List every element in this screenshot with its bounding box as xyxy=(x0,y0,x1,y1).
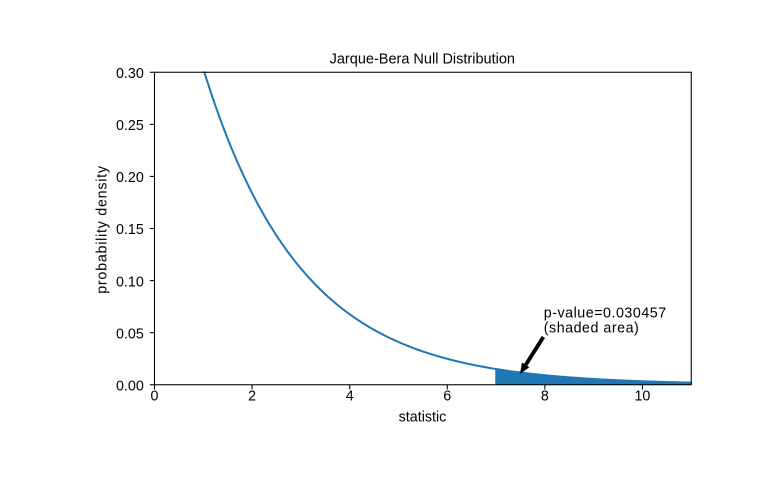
svg-text:p-value=0.030457: p-value=0.030457 xyxy=(544,305,667,321)
svg-text:0.15: 0.15 xyxy=(116,222,144,238)
svg-text:10: 10 xyxy=(634,388,650,404)
svg-text:0.10: 0.10 xyxy=(116,274,144,290)
svg-text:probability density: probability density xyxy=(94,165,110,294)
svg-text:6: 6 xyxy=(443,388,451,404)
svg-text:(shaded area): (shaded area) xyxy=(544,320,640,336)
svg-text:8: 8 xyxy=(541,388,549,404)
svg-text:0.20: 0.20 xyxy=(116,170,144,186)
svg-text:statistic: statistic xyxy=(399,410,447,426)
svg-text:0.05: 0.05 xyxy=(116,326,144,342)
svg-text:2: 2 xyxy=(248,388,256,404)
svg-text:0: 0 xyxy=(151,388,159,404)
svg-text:Jarque-Bera Null Distribution: Jarque-Bera Null Distribution xyxy=(330,52,515,68)
svg-text:0.25: 0.25 xyxy=(116,118,144,134)
svg-text:4: 4 xyxy=(346,388,354,404)
svg-text:0.30: 0.30 xyxy=(116,66,144,82)
svg-text:0.00: 0.00 xyxy=(116,378,144,394)
